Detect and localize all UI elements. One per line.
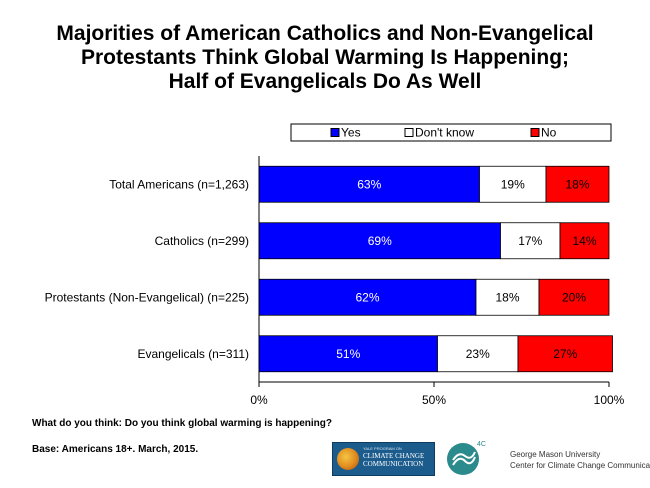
legend-label: Don't know	[415, 126, 474, 140]
data-label: 69%	[368, 234, 392, 248]
legend-swatch	[330, 128, 340, 137]
data-label: 17%	[518, 234, 542, 248]
category-label: Evangelicals (n=311)	[137, 347, 249, 361]
data-label: 27%	[553, 347, 577, 361]
bar-segment	[517, 335, 613, 373]
bar-segment	[545, 165, 610, 203]
survey-question: What do you think: Do you think global w…	[32, 418, 332, 429]
legend-label: No	[541, 126, 557, 140]
data-label: 62%	[355, 290, 379, 304]
chart-title: Majorities of American Catholics and Non…	[0, 22, 650, 94]
data-label: 19%	[501, 177, 525, 191]
bar-segment	[559, 222, 610, 260]
bar-segment	[538, 278, 610, 316]
x-tick-label: 0%	[250, 393, 268, 407]
x-tick-label: 100%	[594, 393, 625, 407]
title-line-3: Half of Evangelicals Do As Well	[168, 70, 482, 93]
data-label: 23%	[466, 347, 490, 361]
data-label: 14%	[572, 234, 596, 248]
yale-logo-line-1: YALE PROGRAM ON	[363, 446, 402, 451]
globe-icon	[337, 448, 359, 470]
title-line-2: Protestants Think Global Warming Is Happ…	[80, 46, 570, 69]
title-line-1: Majorities of American Catholics and Non…	[56, 22, 594, 45]
bar-segment	[479, 165, 547, 203]
survey-base: Base: Americans 18+. March, 2015.	[32, 444, 199, 455]
wave-icon	[452, 451, 476, 466]
yale-program-logo: YALE PROGRAM ON CLIMATE CHANGE COMMUNICA…	[332, 442, 435, 476]
gmu-line-1: George Mason University	[510, 450, 601, 459]
category-label: Total Americans (n=1,263)	[109, 177, 249, 191]
data-label: 20%	[562, 290, 586, 304]
bar-segment	[437, 335, 519, 373]
data-label: 63%	[357, 177, 381, 191]
gmu-line-2: Center for Climate Change Communication	[510, 461, 650, 470]
legend-swatch	[530, 128, 540, 137]
legend-label: Yes	[341, 126, 361, 140]
4c-logo: 4C	[447, 441, 486, 475]
bar-segment	[475, 278, 540, 316]
yale-logo-line-2: CLIMATE CHANGE	[363, 452, 425, 460]
legend-swatch	[404, 128, 414, 137]
category-label: Catholics (n=299)	[155, 234, 249, 248]
bar-segment	[258, 278, 477, 316]
data-label: 51%	[336, 347, 360, 361]
category-label: Protestants (Non-Evangelical) (n=225)	[45, 290, 249, 304]
x-tick-label: 50%	[422, 393, 446, 407]
4c-label: 4C	[477, 441, 486, 448]
data-label: 18%	[565, 177, 589, 191]
data-label: 18%	[495, 290, 519, 304]
yale-logo-line-3: COMMUNICATION	[363, 460, 424, 468]
